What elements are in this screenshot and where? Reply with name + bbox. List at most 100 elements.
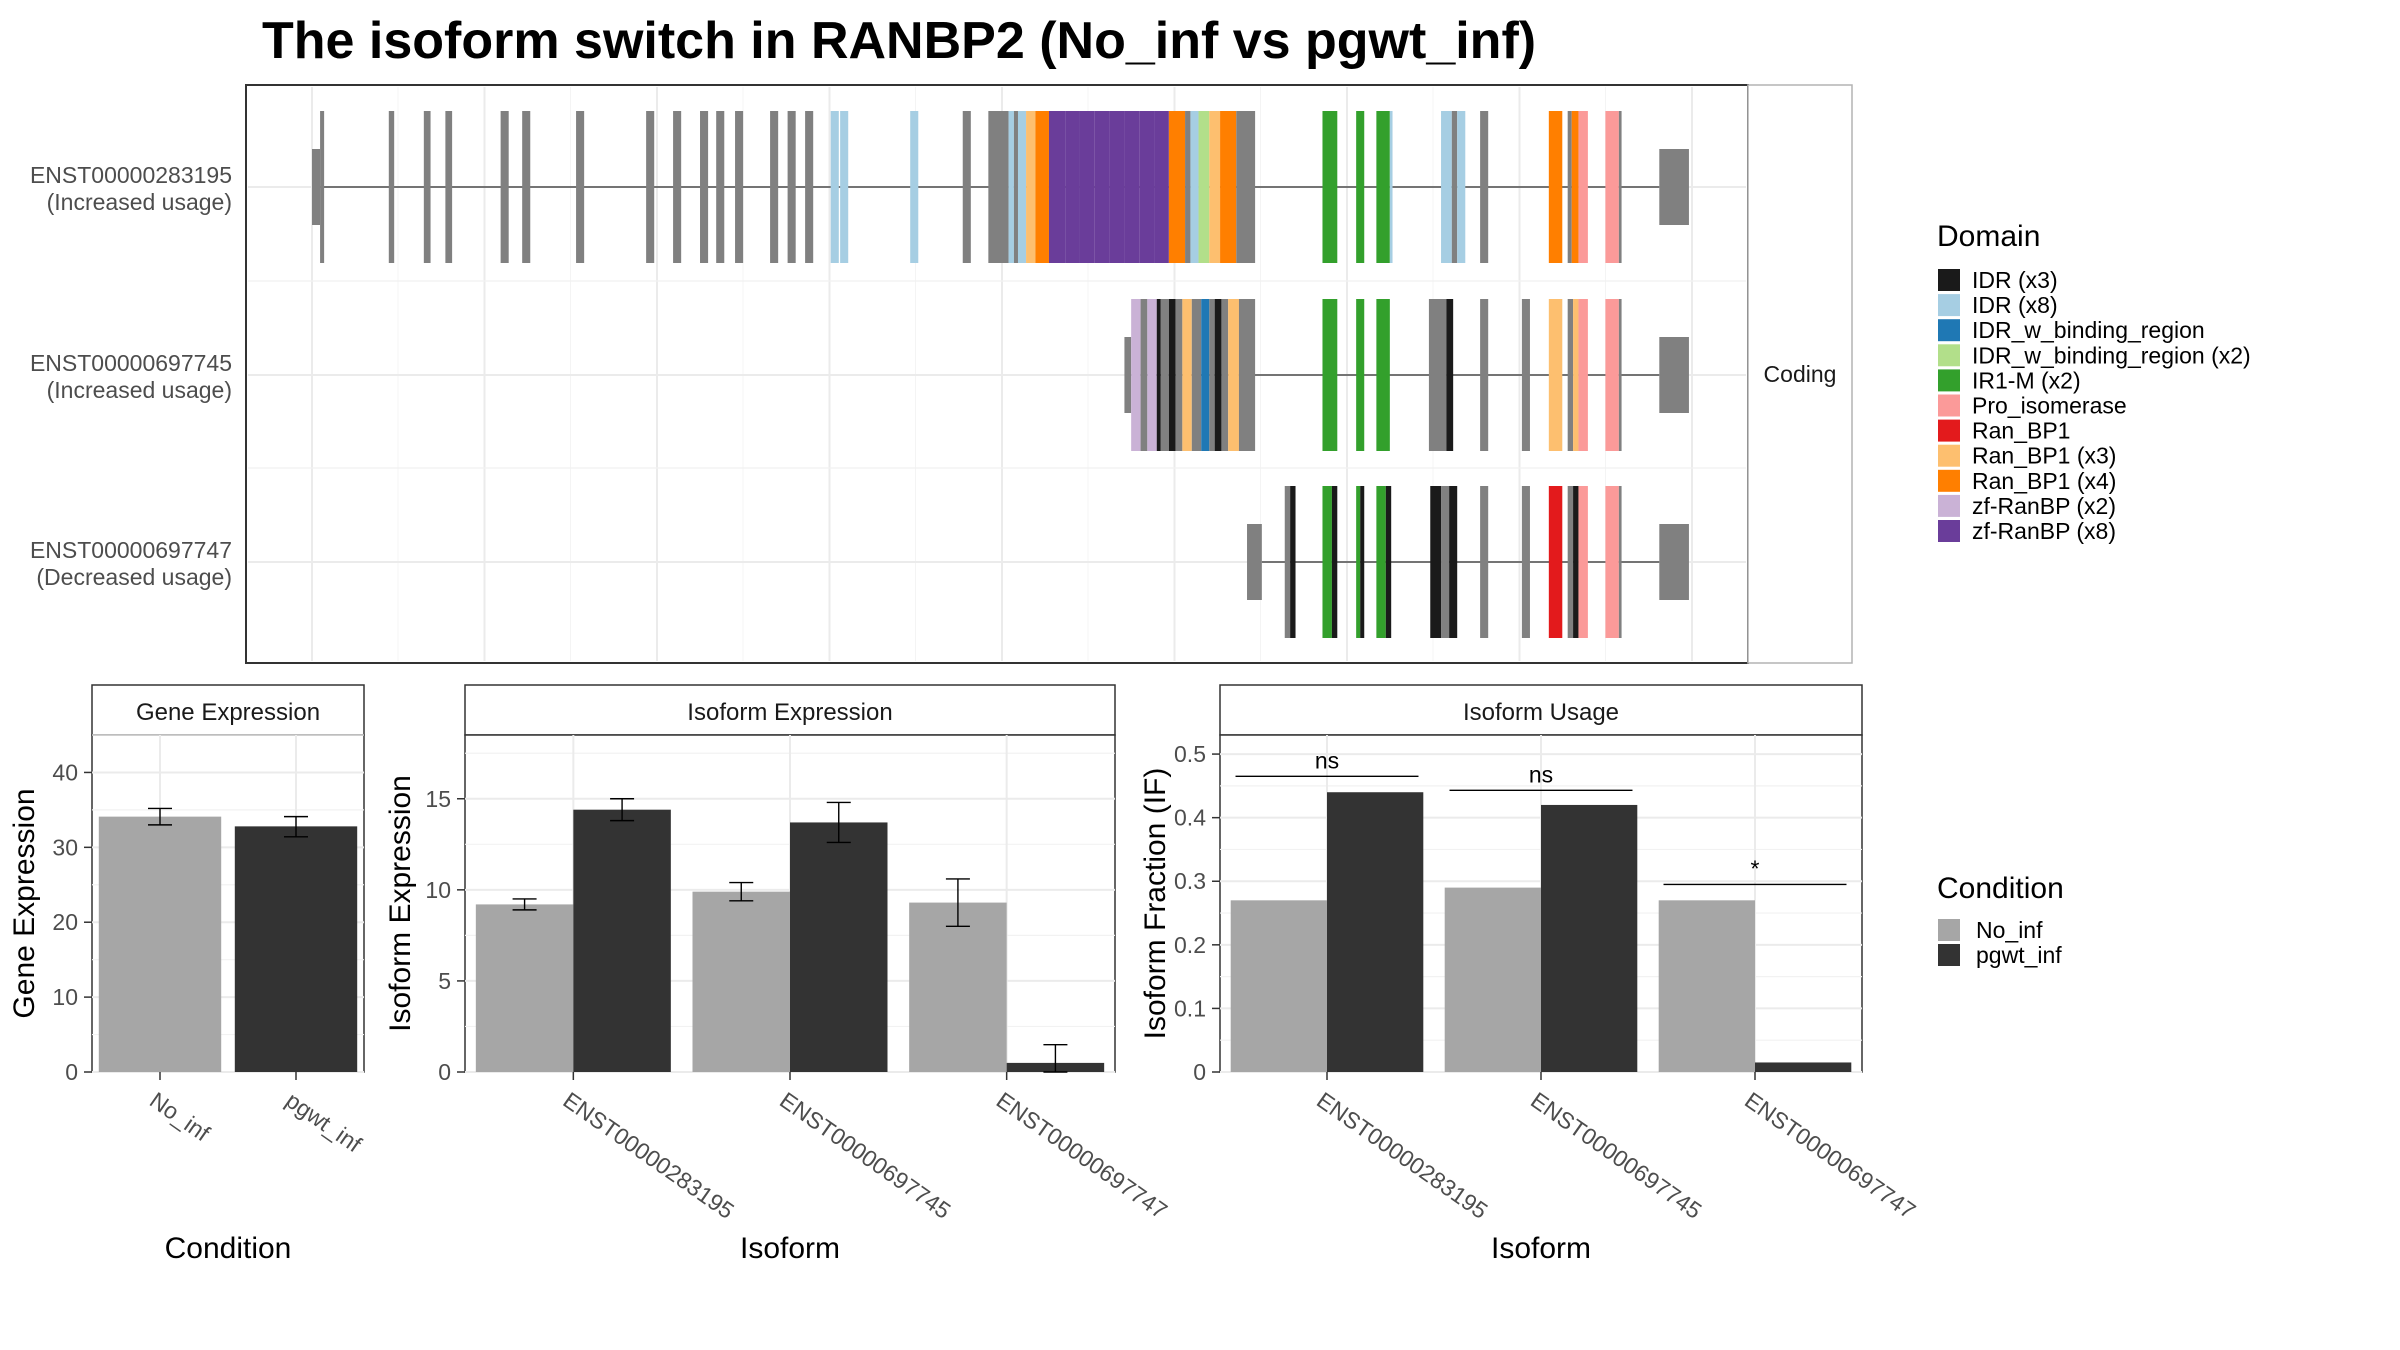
exon-block <box>1221 299 1229 451</box>
condition-legend-label: No_inf <box>1976 917 2043 943</box>
bar-No_inf <box>1444 887 1541 1072</box>
bar-No_inf <box>98 816 222 1072</box>
y-tick-label: 0 <box>65 1059 78 1085</box>
figure-title: The isoform switch in RANBP2 (No_inf vs … <box>262 12 1536 70</box>
domain-block <box>1573 299 1579 451</box>
domain-block <box>1449 486 1458 638</box>
exon-block <box>805 111 814 263</box>
exon-block <box>1191 299 1202 451</box>
condition-legend-title: Condition <box>1937 872 2064 905</box>
exon-block <box>500 111 509 263</box>
domain-block <box>1109 111 1125 263</box>
significance-label: ns <box>1315 747 1339 773</box>
y-tick-label: 0.3 <box>1174 868 1206 894</box>
domain-legend-item: IR1-M (x2) <box>1938 367 2081 393</box>
domain-block <box>1182 299 1192 451</box>
bar-pgwt_inf <box>234 826 358 1072</box>
y-tick-label: 5 <box>438 968 451 994</box>
y-tick-label: 0.2 <box>1174 932 1206 958</box>
exon-block <box>445 111 453 263</box>
domain-block <box>1356 111 1365 263</box>
domain-legend-label: IDR (x8) <box>1972 292 2058 318</box>
domain-block <box>1573 486 1579 638</box>
exon-block <box>423 111 431 263</box>
domain-block <box>1156 299 1161 451</box>
domain-block <box>1356 486 1361 638</box>
y-tick-label: 20 <box>52 909 78 935</box>
domain-block <box>1168 111 1186 263</box>
domain-block <box>1198 111 1210 263</box>
bar-No_inf <box>475 904 574 1072</box>
domain-block <box>1457 111 1466 263</box>
exon-block <box>1567 299 1574 451</box>
domain-block <box>840 111 849 263</box>
x-tick-label: ENST00000697747 <box>1740 1087 1920 1224</box>
y-axis-title: Isoform Fraction (IF) <box>1139 768 1172 1040</box>
domain-block <box>1578 486 1588 638</box>
domain-legend-item: IDR_w_binding_region (x2) <box>1938 342 2251 368</box>
domain-block <box>1139 111 1155 263</box>
y-tick-label: 15 <box>425 786 451 812</box>
domain-block <box>1322 111 1338 263</box>
exon-block <box>576 111 585 263</box>
exon-block <box>770 111 779 263</box>
x-axis-title: Condition <box>165 1232 292 1265</box>
domain-legend-label: IR1-M (x2) <box>1972 367 2081 393</box>
domain-legend-label: IDR (x3) <box>1972 267 2058 293</box>
domain-block <box>910 111 919 263</box>
domain-block <box>1322 299 1338 451</box>
domain-block <box>1605 299 1619 451</box>
domain-block <box>1290 486 1296 638</box>
domain-legend-swatch <box>1938 419 1960 442</box>
x-tick-label: ENST00000283195 <box>1312 1087 1492 1224</box>
exon-block <box>1185 111 1191 263</box>
domain-legend-item: Ran_BP1 (x4) <box>1938 468 2116 494</box>
bar-No_inf <box>692 891 790 1072</box>
exon-block <box>1567 486 1574 638</box>
transcript-tracks <box>312 111 1689 638</box>
domain-block <box>1385 486 1392 638</box>
domain-legend-label: zf-RanBP (x8) <box>1972 518 2116 544</box>
domain-block <box>1220 111 1237 263</box>
domain-legend-item: zf-RanBP (x2) <box>1938 493 2116 519</box>
x-axis-title: Isoform <box>1491 1232 1591 1265</box>
domain-legend-item: Ran_BP1 (x3) <box>1938 443 2116 469</box>
domain-legend-label: Ran_BP1 <box>1972 418 2070 444</box>
x-tick-label: ENST00000697747 <box>992 1087 1172 1224</box>
domain-legend-item: IDR_w_binding_region <box>1938 317 2205 343</box>
domain-block <box>1079 111 1095 263</box>
exon-block <box>716 111 725 263</box>
domain-block <box>1147 299 1157 451</box>
exon-block <box>388 111 395 263</box>
exon-block <box>1238 299 1256 451</box>
domain-block <box>830 111 839 263</box>
domain-block <box>1360 486 1365 638</box>
domain-block <box>1356 299 1365 451</box>
transcript-label: ENST00000283195 <box>30 162 232 188</box>
bar-No_inf <box>1230 900 1327 1072</box>
domain-legend-item: IDR (x8) <box>1938 292 2058 318</box>
panel-strip-label: Gene Expression <box>136 699 320 726</box>
domain-legend-swatch <box>1938 444 1960 467</box>
transcript-usage-label: (Increased usage) <box>47 189 232 215</box>
bar-No_inf <box>1658 900 1755 1072</box>
panel-strip <box>464 684 1116 736</box>
domain-block <box>1154 111 1169 263</box>
exon-block <box>1480 486 1489 638</box>
significance-label: * <box>1751 855 1760 881</box>
exon-block <box>1140 299 1148 451</box>
exon-block <box>700 111 709 263</box>
exon-block <box>673 111 682 263</box>
domain-legend-title: Domain <box>1937 220 2040 253</box>
domain-block <box>1571 111 1579 263</box>
exon-block <box>1480 111 1489 263</box>
domain-legend-item: Pro_isomerase <box>1938 393 2127 419</box>
domain-legend-label: Pro_isomerase <box>1972 393 2127 419</box>
domain-block <box>1578 111 1588 263</box>
isoform-expression-panel: Isoform Expression 0 5 10 15 ENST00000283195 E… <box>384 684 1172 1265</box>
utr-block <box>1124 337 1132 413</box>
domain-legend-label: IDR_w_binding_region <box>1972 317 2205 343</box>
domain-legend-swatch <box>1938 369 1960 392</box>
domain-legend-swatch <box>1938 494 1960 517</box>
